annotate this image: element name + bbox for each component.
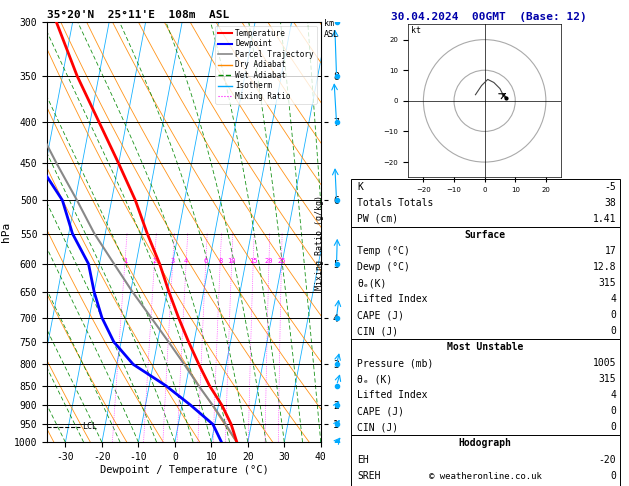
Text: CIN (J): CIN (J) [357,422,398,433]
Text: θₑ(K): θₑ(K) [357,278,387,288]
Text: EH: EH [357,454,369,465]
Text: 1: 1 [123,258,127,264]
Text: Totals Totals: Totals Totals [357,198,433,208]
Text: CIN (J): CIN (J) [357,326,398,336]
Text: kt: kt [411,26,421,35]
Text: 12.8: 12.8 [593,262,616,272]
Legend: Temperature, Dewpoint, Parcel Trajectory, Dry Adiabat, Wet Adiabat, Isotherm, Mi: Temperature, Dewpoint, Parcel Trajectory… [215,26,317,104]
Text: Temp (°C): Temp (°C) [357,246,410,256]
Text: 38: 38 [604,198,616,208]
Text: -5: -5 [604,182,616,192]
Text: Pressure (mb): Pressure (mb) [357,358,433,368]
Text: km
ASL: km ASL [324,19,339,39]
Text: 4: 4 [184,258,188,264]
Text: LCL: LCL [82,422,97,431]
Text: 315: 315 [599,278,616,288]
Text: 17: 17 [604,246,616,256]
Text: 0: 0 [611,310,616,320]
Text: 0: 0 [611,470,616,481]
Text: 0: 0 [611,326,616,336]
Y-axis label: hPa: hPa [1,222,11,242]
Text: Surface: Surface [465,230,506,240]
Text: K: K [357,182,363,192]
Text: 4: 4 [611,294,616,304]
Text: -20: -20 [599,454,616,465]
Text: © weatheronline.co.uk: © weatheronline.co.uk [429,472,542,481]
Text: 0: 0 [611,406,616,417]
X-axis label: Dewpoint / Temperature (°C): Dewpoint / Temperature (°C) [99,465,269,475]
Text: Lifted Index: Lifted Index [357,294,428,304]
Text: PW (cm): PW (cm) [357,214,398,224]
Text: 315: 315 [599,374,616,384]
Text: 1.41: 1.41 [593,214,616,224]
Text: 4: 4 [611,390,616,400]
Text: 6: 6 [204,258,208,264]
Text: Hodograph: Hodograph [459,438,512,449]
Text: CAPE (J): CAPE (J) [357,310,404,320]
Text: 25: 25 [277,258,286,264]
Text: Lifted Index: Lifted Index [357,390,428,400]
Text: SREH: SREH [357,470,381,481]
Text: 2: 2 [152,258,157,264]
Text: 1005: 1005 [593,358,616,368]
Text: 3: 3 [170,258,175,264]
Text: 15: 15 [249,258,257,264]
Text: 20: 20 [265,258,273,264]
Text: 30.04.2024  00GMT  (Base: 12): 30.04.2024 00GMT (Base: 12) [391,12,587,22]
Text: CAPE (J): CAPE (J) [357,406,404,417]
Text: 0: 0 [611,422,616,433]
Text: Most Unstable: Most Unstable [447,342,523,352]
Text: Dewp (°C): Dewp (°C) [357,262,410,272]
Text: 8: 8 [218,258,222,264]
Text: θₑ (K): θₑ (K) [357,374,392,384]
Text: 10: 10 [227,258,236,264]
Text: Mixing Ratio (g/kg): Mixing Ratio (g/kg) [315,195,324,291]
Text: 35°20'N  25°11'E  108m  ASL: 35°20'N 25°11'E 108m ASL [47,10,230,20]
